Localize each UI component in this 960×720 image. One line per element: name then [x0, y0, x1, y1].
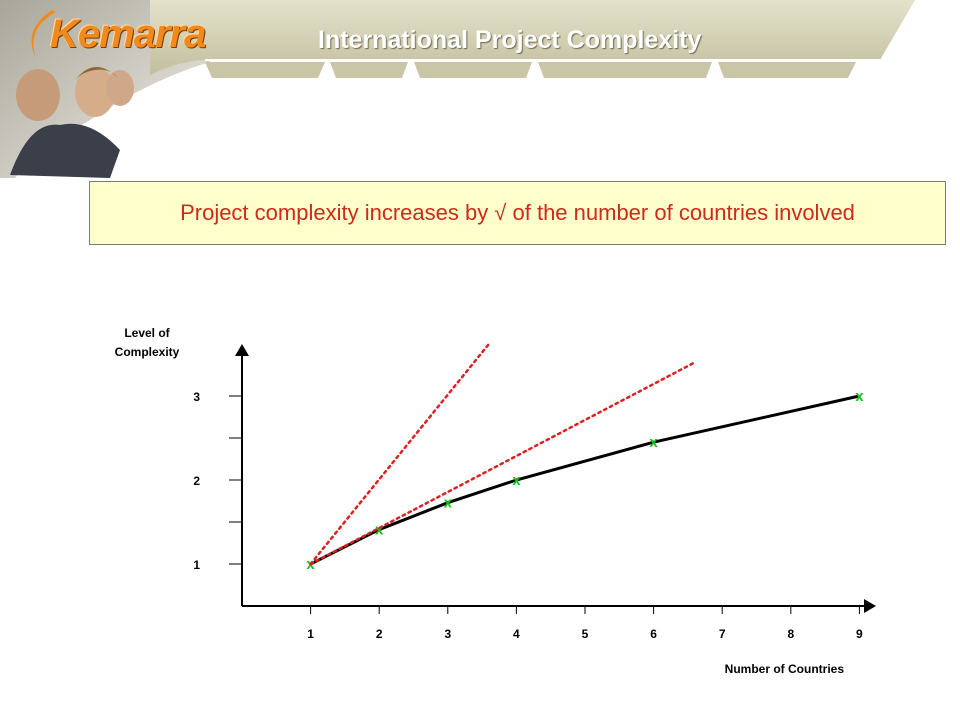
data-point-marker: x: [512, 472, 521, 489]
photo-person-3: [106, 70, 134, 106]
x-axis-title: Number of Countries: [725, 662, 845, 676]
y-axis-title-line-2: Complexity: [115, 345, 180, 359]
x-tick-label: 3: [444, 627, 451, 641]
x-tick-label: 4: [513, 627, 520, 641]
data-point-marker: x: [444, 495, 453, 512]
complexity-curve: [309, 394, 860, 566]
kemarra-logo: Kemarra: [50, 12, 206, 56]
header-tab-2: [330, 62, 408, 78]
logo-swoosh: [31, 10, 56, 58]
x-tick-label: 9: [856, 627, 863, 641]
header-graphic: [0, 0, 915, 178]
x-tick-label: 5: [582, 627, 589, 641]
y-tick-label: 1: [193, 558, 200, 572]
x-tick-label: 2: [376, 627, 383, 641]
headline-callout: Project complexity increases by √ of the…: [89, 181, 946, 245]
header-tab-3: [414, 62, 532, 78]
photo-hair: [75, 66, 118, 80]
x-axis-arrow: [864, 599, 876, 613]
y-axis-title-line-1: Level of: [124, 326, 170, 340]
page-title: International Project Complexity: [318, 26, 702, 54]
y-tick-label: 2: [193, 474, 200, 488]
slide-header: Kemarra International Project Complexity: [0, 0, 960, 180]
photo-person-1: [16, 69, 60, 121]
x-tick-label: 7: [719, 627, 726, 641]
y-tick-label: 3: [193, 390, 200, 404]
reference-line-2: [309, 361, 697, 566]
reference-line-1: [309, 342, 491, 566]
headline-text: Project complexity increases by √ of the…: [180, 200, 855, 225]
photo-suit: [10, 123, 120, 178]
header-tab-4: [538, 62, 712, 78]
photo-person-2: [75, 67, 115, 117]
header-tab-1: [205, 62, 325, 78]
data-point-marker: x: [649, 434, 658, 451]
x-tick-label: 8: [787, 627, 794, 641]
header-tab-5: [718, 62, 856, 78]
x-tick-label: 6: [650, 627, 657, 641]
header-band: [150, 0, 915, 75]
y-axis-arrow: [235, 344, 249, 356]
data-point-marker: x: [375, 522, 384, 539]
x-tick-label: 1: [307, 627, 314, 641]
data-point-marker: x: [855, 388, 864, 405]
